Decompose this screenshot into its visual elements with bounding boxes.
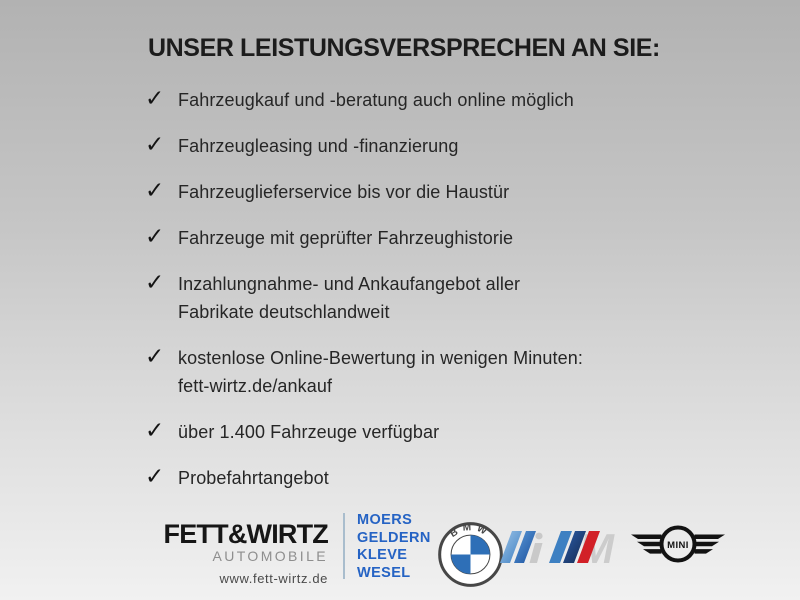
bmw-i-logo-icon: [500, 531, 543, 563]
location-item: GELDERN: [357, 529, 431, 546]
checkmark-icon: ✓: [145, 418, 165, 444]
feature-item: ✓ Fahrzeuglieferservice bis vor die Haus…: [145, 178, 720, 206]
feature-item: ✓ Fahrzeuge mit geprüfter Fahrzeughistor…: [145, 224, 720, 252]
page-title: UNSER LEISTUNGSVERSPRECHEN AN SIE:: [148, 34, 660, 62]
dealer-website: www.fett-wirtz.de: [219, 571, 328, 586]
main-content: UNSER LEISTUNGSVERSPRECHEN AN SIE: ✓ Fah…: [145, 33, 720, 510]
feature-text: Fahrzeugkauf und -beratung auch online m…: [178, 90, 574, 110]
footer-divider: [343, 513, 345, 579]
feature-item: ✓ Fahrzeugkauf und -beratung auch online…: [145, 86, 720, 114]
checkmark-icon: ✓: [145, 86, 165, 112]
feature-text: Fahrzeuge mit geprüfter Fahrzeughistorie: [178, 228, 514, 248]
feature-text: über 1.400 Fahrzeuge verfügbar: [178, 422, 440, 442]
location-item: MOERS: [357, 512, 413, 528]
feature-item: ✓ Fahrzeugleasing und -finanzierung: [145, 132, 720, 160]
feature-text: Fahrzeugleasing und -finanzierung: [178, 136, 459, 156]
feature-item: ✓ Probefahrtangebot: [145, 464, 720, 492]
checkmark-icon: ✓: [145, 344, 165, 370]
checkmark-icon: ✓: [145, 132, 165, 158]
location-item: WESEL: [357, 564, 411, 581]
feature-text: Fahrzeuglieferservice bis vor die Haustü…: [178, 182, 510, 202]
mini-logo-text: MINI: [667, 540, 689, 551]
feature-text: Probefahrtangebot: [178, 468, 329, 488]
m-logo-letter: M: [579, 530, 615, 564]
bmw-logo-icon: BMW: [438, 522, 503, 587]
feature-item: ✓ kostenlose Online-Bewertung in wenigen…: [145, 344, 720, 400]
feature-list: ✓ Fahrzeugkauf und -beratung auch online…: [145, 86, 720, 492]
feature-text: Inzahlungnahme- und Ankaufangebot aller …: [178, 274, 521, 322]
bmw-m-logo-icon: M: [549, 530, 615, 564]
checkmark-icon: ✓: [145, 178, 165, 204]
svg-text:BMW: BMW: [448, 522, 492, 540]
checkmark-icon: ✓: [145, 270, 165, 296]
bmw-logo-text: BMW: [448, 522, 488, 540]
checkmark-icon: ✓: [145, 464, 165, 490]
dealer-subtitle: AUTOMOBILE: [212, 548, 328, 564]
mini-logo-icon: MINI: [631, 525, 725, 563]
locations-list: MOERS GELDERN KLEVE WESEL: [357, 512, 431, 582]
feature-item: ✓ Inzahlungnahme- und Ankaufangebot alle…: [145, 270, 720, 326]
feature-item: ✓ über 1.400 Fahrzeuge verfügbar: [145, 418, 720, 446]
dealer-name: FETT&WIRTZ: [163, 519, 329, 549]
location-item: KLEVE: [357, 547, 408, 563]
dealer-logo: FETT&WIRTZ AUTOMOBILE www.fett-wirtz.de: [152, 519, 329, 586]
checkmark-icon: ✓: [145, 224, 165, 250]
feature-text: kostenlose Online-Bewertung in wenigen M…: [178, 348, 583, 396]
